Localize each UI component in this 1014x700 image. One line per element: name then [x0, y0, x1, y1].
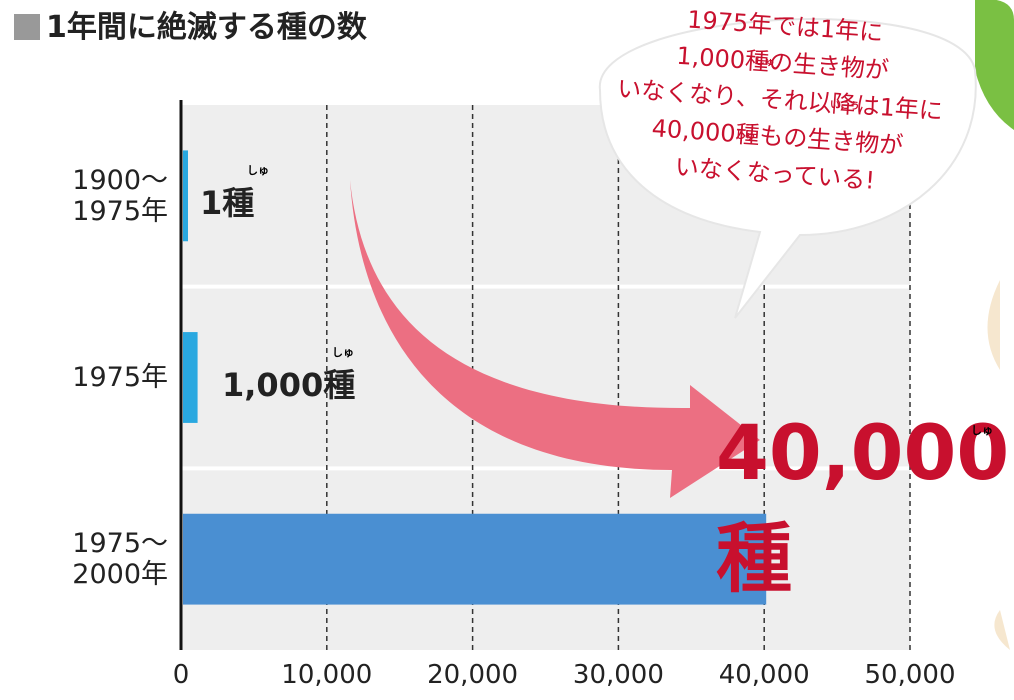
data-label: 40,000種: [716, 408, 1014, 607]
ruby: しゅ: [734, 117, 757, 155]
x-tick-label: 0: [173, 660, 190, 690]
chart: 1年間に絶滅する種の数 1975年では1年に 1,000種の生き物が いなくなり…: [0, 0, 1014, 700]
x-tick-label: 30,000: [573, 660, 664, 690]
data-label: 1種: [200, 178, 254, 224]
ruby: しゅ: [971, 422, 993, 438]
ruby: しゅ: [753, 43, 776, 81]
ruby: しゅ: [247, 162, 269, 178]
ruby: いこう: [829, 87, 862, 126]
bar: [183, 332, 198, 423]
x-tick-label: 10,000: [281, 660, 372, 690]
chart-title: 1年間に絶滅する種の数: [14, 2, 367, 46]
x-tick-label: 20,000: [427, 660, 518, 690]
x-tick-label: 50,000: [865, 660, 956, 690]
ruby: しゅ: [332, 344, 354, 360]
x-tick-label: 40,000: [719, 660, 810, 690]
bar: [183, 514, 766, 605]
bar: [183, 150, 188, 241]
y-tick-label: 1975年: [8, 362, 168, 393]
annotation: 1975年では1年に 1,000種の生き物が いなくなり、それ以降は1年に 40…: [594, 0, 966, 205]
data-label: 1,000種: [222, 360, 355, 406]
decoration: [975, 0, 1014, 130]
y-tick-label: 1975〜 2000年: [8, 528, 168, 590]
y-tick-label: 1900〜 1975年: [8, 165, 168, 227]
